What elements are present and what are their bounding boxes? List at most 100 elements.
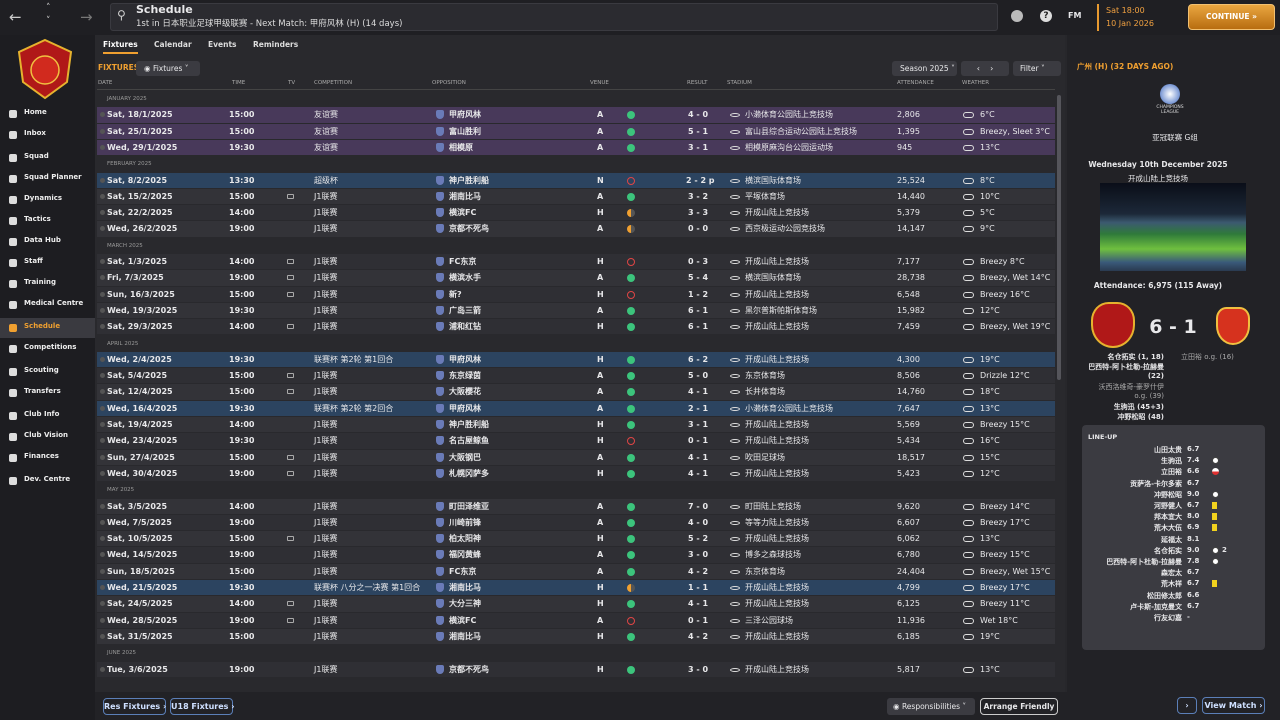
view-dropdown[interactable]: ◉ Fixtures ˅ <box>136 61 200 76</box>
menu-icon <box>9 238 17 246</box>
fixture-row[interactable] <box>97 465 1055 482</box>
column-header[interactable]: RESULT <box>687 80 708 86</box>
stadium-icon <box>730 569 740 574</box>
scrollbar[interactable] <box>1057 95 1061 380</box>
column-header[interactable]: OPPOSITION <box>432 80 466 86</box>
u18-fixtures-button[interactable]: U18 Fixtures › <box>170 698 235 715</box>
result: 3 - 1 <box>687 420 709 429</box>
fixture-row[interactable] <box>97 531 1055 547</box>
venue: A <box>597 273 604 283</box>
fixture-row[interactable] <box>97 628 1055 645</box>
row-check <box>100 144 105 150</box>
fixture-row[interactable] <box>97 417 1055 433</box>
result-dot <box>627 258 635 266</box>
fixture-row[interactable] <box>97 286 1055 302</box>
fixture-row[interactable] <box>97 254 1055 270</box>
column-header[interactable]: WEATHER <box>962 80 990 86</box>
venue: A <box>597 452 604 462</box>
tab[interactable]: Reminders <box>253 40 299 49</box>
fixture-row[interactable] <box>97 514 1055 531</box>
fixture-row[interactable] <box>97 319 1055 335</box>
fixture-row[interactable] <box>97 498 1055 514</box>
res-fixtures-button[interactable]: Res Fixtures › <box>103 698 166 715</box>
stadium-icon <box>730 504 740 509</box>
fixture-row[interactable] <box>97 123 1055 139</box>
tv-icon <box>287 601 294 607</box>
tab[interactable]: Calendar <box>154 40 192 49</box>
stadium: 开成山陆上竞技场 <box>745 289 809 299</box>
continue-button[interactable]: CONTINUE » <box>1188 4 1275 30</box>
time: 19:00 <box>229 550 255 560</box>
fixture-row[interactable] <box>97 172 1055 188</box>
fixture-row[interactable] <box>97 433 1055 449</box>
result: 1 - 2 <box>687 289 709 299</box>
date: Wed, 28/5/2025 <box>107 615 178 625</box>
time: 14:00 <box>229 208 255 218</box>
tab[interactable]: Fixtures <box>103 40 138 54</box>
fixture-row[interactable] <box>97 384 1055 400</box>
fixture-row[interactable] <box>97 107 1055 123</box>
help-icon[interactable]: ? <box>1040 10 1052 22</box>
fixture-row[interactable] <box>97 547 1055 563</box>
fixture-row[interactable] <box>97 580 1055 596</box>
fixture-row[interactable] <box>97 368 1055 384</box>
menu-label: Transfers <box>24 387 61 395</box>
fixture-row[interactable] <box>97 596 1055 612</box>
weather-icon <box>963 536 974 543</box>
fixture-row[interactable] <box>97 302 1055 319</box>
view-match-button[interactable]: View Match › <box>1202 697 1265 714</box>
tab[interactable]: Events <box>208 40 237 49</box>
competition: J1联赛 <box>314 631 338 641</box>
club-badge <box>436 257 444 266</box>
column-header[interactable]: TIME <box>232 80 246 86</box>
fixture-row[interactable] <box>97 563 1055 579</box>
season-nav[interactable]: ‹ › <box>961 61 1009 76</box>
stadium-icon <box>730 292 740 297</box>
fixture-row[interactable] <box>97 188 1055 205</box>
result-dot <box>627 616 635 625</box>
responsibilities-dropdown[interactable]: ◉ Responsibilities ˅ <box>887 698 975 715</box>
season-dropdown[interactable]: Season 2025 ˅ <box>892 61 957 76</box>
world-icon[interactable] <box>1011 10 1023 22</box>
fixture-row[interactable] <box>97 400 1055 416</box>
fixture-row[interactable] <box>97 139 1055 156</box>
stadium-icon <box>730 634 740 639</box>
column-header[interactable]: STADIUM <box>727 80 752 86</box>
tv-icon <box>287 389 294 395</box>
stadium: 富山县综合运动公园陆上竞技场 <box>745 126 857 136</box>
arrange-friendly-button[interactable]: Arrange Friendly <box>980 698 1058 715</box>
result: 5 - 2 <box>687 534 709 544</box>
result-dot <box>627 176 635 185</box>
fm-logo[interactable]: FM <box>1068 11 1082 20</box>
nav-arrows[interactable]: ˄ ˅ <box>46 3 51 26</box>
club-badge <box>436 534 444 544</box>
filter-dropdown[interactable]: Filter ˅ <box>1013 61 1061 76</box>
fixture-row[interactable] <box>97 351 1055 368</box>
result: 2 - 2 p <box>686 175 715 185</box>
column-header[interactable]: DATE <box>98 80 113 86</box>
fixture-row[interactable] <box>97 612 1055 628</box>
fixture-row[interactable] <box>97 205 1055 221</box>
result: 3 - 3 <box>687 208 709 218</box>
next-button[interactable]: › <box>1177 697 1197 714</box>
result: 7 - 0 <box>687 501 709 511</box>
player-rating: 9.0 <box>1187 489 1200 498</box>
goal-icon <box>1212 546 1219 554</box>
forward-button[interactable]: → <box>80 8 93 26</box>
result-dot <box>627 209 635 218</box>
stadium-icon <box>730 553 740 558</box>
fixture-row[interactable] <box>97 661 1055 677</box>
date: Wed, 26/2/2025 <box>107 224 178 234</box>
menu-item[interactable] <box>0 318 95 338</box>
competition: 友谊赛 <box>314 142 338 152</box>
column-header[interactable]: VENUE <box>590 80 609 86</box>
column-header[interactable]: COMPETITION <box>314 80 353 86</box>
column-header[interactable]: ATTENDANCE <box>897 80 934 86</box>
back-button[interactable]: ← <box>9 8 22 26</box>
fixture-row[interactable] <box>97 270 1055 286</box>
fixture-row[interactable] <box>97 221 1055 237</box>
fixture-row[interactable] <box>97 449 1055 465</box>
filter-label: Filter <box>1020 64 1039 73</box>
search-icon[interactable]: ⚲ <box>117 8 126 22</box>
time: 13:30 <box>229 175 255 185</box>
